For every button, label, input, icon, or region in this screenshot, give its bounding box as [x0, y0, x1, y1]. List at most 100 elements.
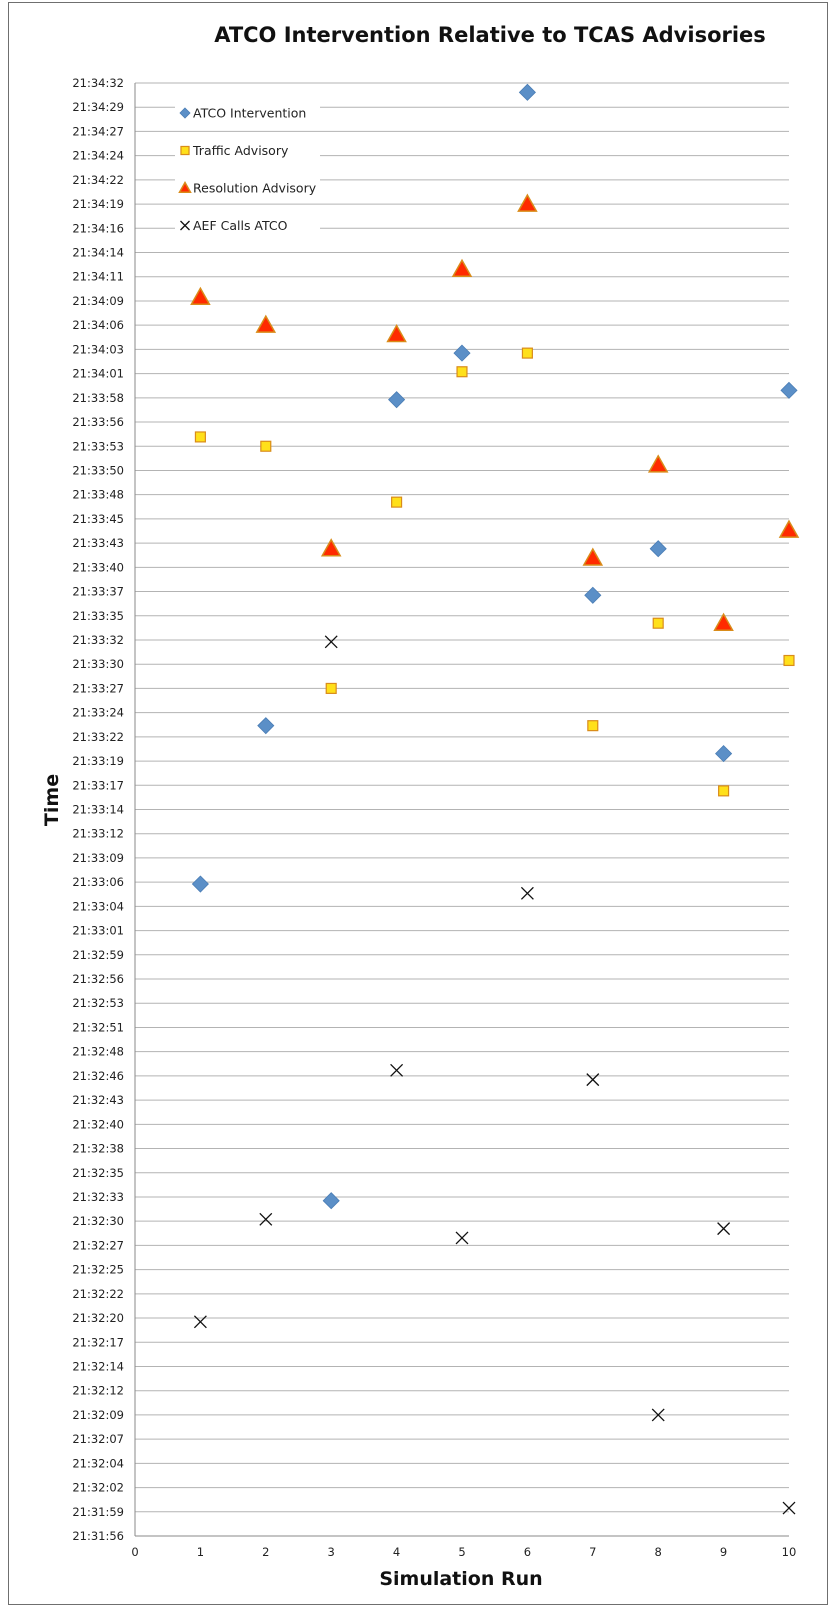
y-tick-label: 21:32:17	[72, 1335, 124, 1349]
legend-marker-traffic-advisory	[180, 145, 190, 156]
y-tick-label: 21:32:48	[72, 1045, 124, 1059]
y-tick-label: 21:32:20	[72, 1311, 124, 1325]
y-tick-label: 21:32:35	[72, 1166, 124, 1180]
y-tick-label: 21:32:33	[72, 1190, 124, 1204]
y-tick-label: 21:32:04	[72, 1456, 124, 1470]
atco-intervention-point	[322, 1192, 340, 1210]
resolution-advisory-point	[386, 323, 407, 343]
legend-label-aef-calls-atco: AEF Calls ATCO	[193, 218, 288, 233]
resolution-advisory-point	[517, 193, 538, 212]
y-tick-label: 21:32:51	[72, 1020, 124, 1034]
atco-intervention-point	[191, 875, 209, 893]
x-tick-label: 9	[720, 1545, 727, 1559]
x-tick-label: 7	[589, 1545, 596, 1559]
y-tick-label: 21:31:59	[72, 1505, 124, 1519]
x-tick-label: 1	[197, 1545, 204, 1559]
y-tick-label: 21:32:25	[72, 1263, 124, 1277]
resolution-advisory-point	[647, 454, 669, 473]
atco-intervention-point	[257, 717, 275, 735]
traffic-advisory-point	[194, 431, 206, 443]
atco-intervention-point	[780, 381, 798, 399]
y-tick-label: 21:32:09	[72, 1408, 124, 1422]
traffic-advisory-point	[652, 617, 664, 629]
legend-label-atco-intervention: ATCO Intervention	[193, 106, 306, 121]
legend-background	[175, 139, 320, 162]
y-tick-label: 21:32:38	[72, 1142, 124, 1156]
y-tick-labels: 21:34:32 21:34:29 21:34:27 21:34:24 21:34:22…	[72, 76, 124, 1543]
x-tick-label: 0	[131, 1545, 138, 1559]
atco-intervention-point	[518, 83, 536, 101]
aef-calls-atco-point	[520, 886, 534, 900]
y-tick-label: 21:33:48	[72, 488, 124, 502]
aef-calls-atco-point	[782, 1501, 796, 1515]
y-tick-label: 21:34:27	[72, 124, 124, 138]
y-tick-label: 21:33:30	[72, 657, 124, 671]
aef-calls-atco-point	[455, 1231, 469, 1245]
x-axis-title: Simulation Run	[379, 1568, 542, 1590]
resolution-advisory-point	[190, 286, 211, 305]
aef-calls-atco-point	[651, 1408, 665, 1422]
atco-intervention-point	[584, 586, 602, 604]
chart-title: ATCO Intervention Relative to TCAS Advis…	[214, 23, 766, 47]
y-tick-label: 21:32:43	[72, 1093, 124, 1107]
y-tick-label: 21:32:27	[72, 1238, 124, 1252]
y-tick-label: 21:33:01	[72, 924, 124, 938]
data-points	[190, 83, 800, 1515]
y-tick-label: 21:33:43	[72, 536, 124, 550]
y-tick-label: 21:34:03	[72, 342, 124, 356]
atco-intervention-point	[388, 391, 406, 409]
resolution-advisory-point	[713, 612, 734, 631]
resolution-advisory-point	[451, 258, 473, 278]
traffic-advisory-point	[587, 720, 599, 732]
grid-lines	[135, 82, 789, 1537]
y-tick-label: 21:34:09	[72, 294, 124, 308]
y-tick-label: 21:32:46	[72, 1069, 124, 1083]
legend-background	[175, 177, 320, 199]
legend-background	[175, 214, 320, 237]
traffic-advisory-point	[260, 440, 272, 452]
axes	[134, 83, 789, 1537]
y-tick-label: 21:34:16	[72, 221, 124, 235]
y-tick-label: 21:33:56	[72, 415, 124, 429]
aef-calls-atco-point	[717, 1222, 731, 1236]
legend-background	[175, 102, 320, 124]
x-tick-label: 5	[458, 1545, 465, 1559]
y-tick-label: 21:33:17	[72, 778, 124, 792]
aef-calls-atco-point	[586, 1073, 600, 1087]
y-tick-label: 21:33:14	[72, 803, 124, 817]
traffic-advisory-point	[325, 682, 337, 694]
y-tick-label: 21:33:35	[72, 609, 124, 623]
y-tick-label: 21:34:14	[72, 246, 124, 260]
y-tick-label: 21:32:02	[72, 1481, 124, 1495]
legend-marker-aef-calls-atco	[180, 220, 190, 231]
y-tick-label: 21:33:27	[72, 681, 124, 695]
chart-frame	[8, 2, 828, 1605]
resolution-advisory-point	[582, 547, 604, 566]
atco-intervention-point	[715, 745, 733, 763]
y-tick-label: 21:33:58	[72, 391, 124, 405]
y-axis-title: Time	[41, 774, 63, 826]
resolution-advisory-point	[778, 519, 800, 538]
y-tick-label: 21:32:40	[72, 1117, 124, 1131]
y-tick-label: 21:33:24	[72, 706, 124, 720]
y-tick-label: 21:32:59	[72, 948, 124, 962]
x-tick-label: 6	[524, 1545, 531, 1559]
y-tick-label: 21:32:14	[72, 1359, 124, 1373]
y-tick-label: 21:32:30	[72, 1214, 124, 1228]
x-tick-label: 3	[328, 1545, 335, 1559]
y-tick-label: 21:32:56	[72, 972, 124, 986]
y-tick-label: 21:33:40	[72, 560, 124, 574]
y-tick-label: 21:34:06	[72, 318, 124, 332]
y-tick-label: 21:33:53	[72, 439, 124, 453]
x-tick-labels: 0 1 2 3 4 5 6 7 8 9 10	[131, 1545, 796, 1559]
y-tick-label: 21:34:29	[72, 100, 124, 114]
traffic-advisory-point	[521, 347, 533, 359]
x-tick-label: 4	[393, 1545, 400, 1559]
legend: ATCO Intervention Traffic Advisory Resolut…	[175, 102, 320, 237]
legend-marker-resolution-advisory	[178, 180, 192, 194]
aef-calls-atco-point	[324, 635, 338, 649]
y-tick-label: 21:33:45	[72, 512, 124, 526]
resolution-advisory-point	[255, 314, 277, 333]
x-tick-label: 10	[782, 1545, 797, 1559]
